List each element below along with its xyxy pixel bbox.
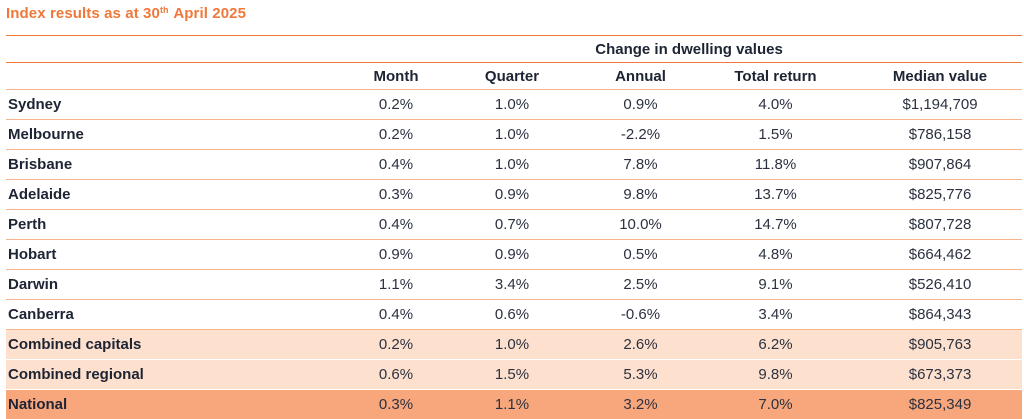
- cell-median-value: $526,410: [858, 270, 1022, 300]
- row-region-name: Brisbane: [6, 150, 356, 180]
- group-header-spacer: [6, 36, 356, 63]
- cell-total-return: 6.2%: [693, 330, 858, 360]
- column-header-quarter: Quarter: [436, 63, 588, 90]
- cell-total-return: 9.1%: [693, 270, 858, 300]
- table-row: Hobart 0.9% 0.9% 0.5% 4.8% $664,462: [6, 240, 1022, 270]
- row-region-name: Sydney: [6, 90, 356, 120]
- row-region-name: Canberra: [6, 300, 356, 330]
- table-row-national: National 0.3% 1.1% 3.2% 7.0% $825,349: [6, 390, 1022, 419]
- table-row: Perth 0.4% 0.7% 10.0% 14.7% $807,728: [6, 210, 1022, 240]
- cell-annual: 10.0%: [588, 210, 693, 240]
- cell-median-value: $907,864: [858, 150, 1022, 180]
- group-header-row: Change in dwelling values: [6, 36, 1022, 63]
- index-results-table: Change in dwelling values Month Quarter …: [6, 35, 1022, 419]
- table-row: Brisbane 0.4% 1.0% 7.8% 11.8% $907,864: [6, 150, 1022, 180]
- table-row: Adelaide 0.3% 0.9% 9.8% 13.7% $825,776: [6, 180, 1022, 210]
- cell-month: 0.9%: [356, 240, 436, 270]
- row-region-name: Hobart: [6, 240, 356, 270]
- cell-total-return: 3.4%: [693, 300, 858, 330]
- cell-quarter: 1.0%: [436, 330, 588, 360]
- cell-annual: 5.3%: [588, 360, 693, 390]
- cell-total-return: 4.8%: [693, 240, 858, 270]
- cell-quarter: 0.9%: [436, 180, 588, 210]
- cell-median-value: $825,349: [858, 390, 1022, 419]
- cell-total-return: 14.7%: [693, 210, 858, 240]
- cell-quarter: 1.0%: [436, 90, 588, 120]
- cell-median-value: $786,158: [858, 120, 1022, 150]
- table-row-combined-regional: Combined regional 0.6% 1.5% 5.3% 9.8% $6…: [6, 360, 1022, 390]
- title-date-rest: April 2025: [170, 5, 246, 22]
- cell-annual: 7.8%: [588, 150, 693, 180]
- cell-month: 0.4%: [356, 210, 436, 240]
- cell-median-value: $825,776: [858, 180, 1022, 210]
- cell-median-value: $1,194,709: [858, 90, 1022, 120]
- cell-median-value: $864,343: [858, 300, 1022, 330]
- cell-quarter: 1.0%: [436, 150, 588, 180]
- cell-quarter: 3.4%: [436, 270, 588, 300]
- cell-total-return: 11.8%: [693, 150, 858, 180]
- cell-month: 0.4%: [356, 150, 436, 180]
- column-header-median-value: Median value: [858, 63, 1022, 90]
- row-region-name: Combined capitals: [6, 330, 356, 360]
- cell-quarter: 1.0%: [436, 120, 588, 150]
- cell-total-return: 1.5%: [693, 120, 858, 150]
- table-row-combined-capitals: Combined capitals 0.2% 1.0% 2.6% 6.2% $9…: [6, 330, 1022, 360]
- column-header-region: [6, 63, 356, 90]
- cell-total-return: 7.0%: [693, 390, 858, 419]
- cell-annual: 0.9%: [588, 90, 693, 120]
- cell-median-value: $673,373: [858, 360, 1022, 390]
- column-header-total-return: Total return: [693, 63, 858, 90]
- cell-total-return: 4.0%: [693, 90, 858, 120]
- table-row: Darwin 1.1% 3.4% 2.5% 9.1% $526,410: [6, 270, 1022, 300]
- group-header-change-in-dwelling-values: Change in dwelling values: [356, 36, 1022, 63]
- cell-month: 0.2%: [356, 90, 436, 120]
- cell-month: 0.4%: [356, 300, 436, 330]
- cell-quarter: 0.9%: [436, 240, 588, 270]
- table-row: Melbourne 0.2% 1.0% -2.2% 1.5% $786,158: [6, 120, 1022, 150]
- cell-month: 0.3%: [356, 180, 436, 210]
- cell-month: 0.2%: [356, 120, 436, 150]
- cell-quarter: 0.7%: [436, 210, 588, 240]
- cell-month: 0.3%: [356, 390, 436, 419]
- cell-total-return: 9.8%: [693, 360, 858, 390]
- title-text: Index results as at 30: [6, 5, 160, 22]
- row-region-name: National: [6, 390, 356, 419]
- cell-quarter: 0.6%: [436, 300, 588, 330]
- cell-annual: 9.8%: [588, 180, 693, 210]
- cell-quarter: 1.1%: [436, 390, 588, 419]
- row-region-name: Darwin: [6, 270, 356, 300]
- row-region-name: Combined regional: [6, 360, 356, 390]
- row-region-name: Melbourne: [6, 120, 356, 150]
- cell-median-value: $807,728: [858, 210, 1022, 240]
- cell-median-value: $664,462: [858, 240, 1022, 270]
- row-region-name: Perth: [6, 210, 356, 240]
- table-row: Canberra 0.4% 0.6% -0.6% 3.4% $864,343: [6, 300, 1022, 330]
- page-title: Index results as at 30th April 2025: [6, 5, 246, 22]
- table-row: Sydney 0.2% 1.0% 0.9% 4.0% $1,194,709: [6, 90, 1022, 120]
- column-header-row: Month Quarter Annual Total return Median…: [6, 63, 1022, 90]
- cell-annual: -2.2%: [588, 120, 693, 150]
- cell-month: 0.2%: [356, 330, 436, 360]
- column-header-annual: Annual: [588, 63, 693, 90]
- cell-month: 0.6%: [356, 360, 436, 390]
- cell-annual: -0.6%: [588, 300, 693, 330]
- column-header-month: Month: [356, 63, 436, 90]
- cell-median-value: $905,763: [858, 330, 1022, 360]
- cell-annual: 2.6%: [588, 330, 693, 360]
- row-region-name: Adelaide: [6, 180, 356, 210]
- cell-annual: 2.5%: [588, 270, 693, 300]
- cell-total-return: 13.7%: [693, 180, 858, 210]
- cell-annual: 3.2%: [588, 390, 693, 419]
- title-ordinal-suffix: th: [160, 5, 169, 15]
- cell-annual: 0.5%: [588, 240, 693, 270]
- cell-month: 1.1%: [356, 270, 436, 300]
- cell-quarter: 1.5%: [436, 360, 588, 390]
